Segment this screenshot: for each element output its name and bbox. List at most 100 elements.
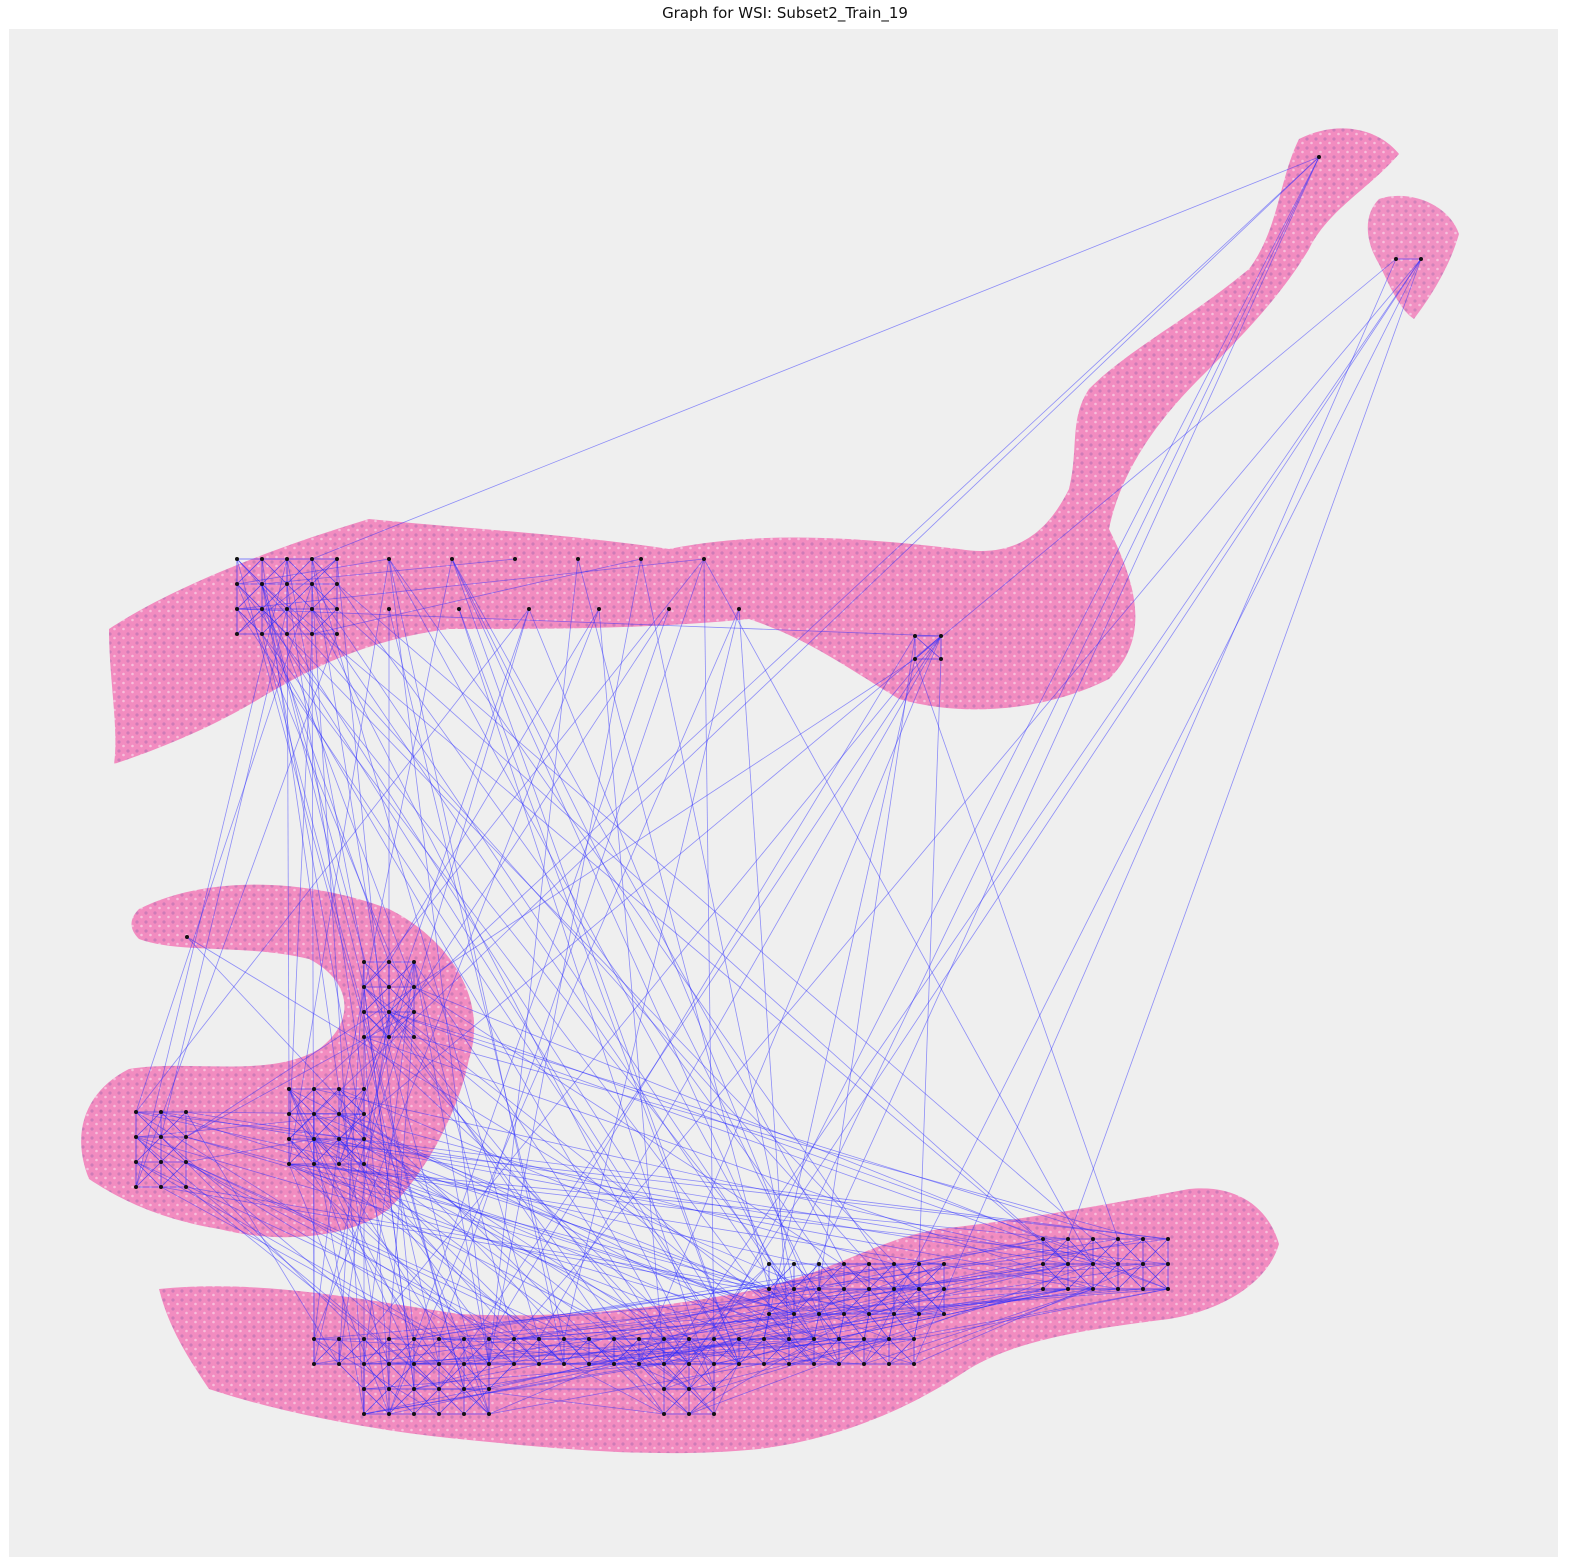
graph-edge (135, 1111, 540, 1365)
graph-node (185, 935, 189, 939)
graph-node (712, 1387, 716, 1391)
graph-node (817, 1287, 821, 1291)
graph-edge (363, 961, 390, 988)
graph-node (942, 1312, 946, 1316)
graph-node (159, 1160, 163, 1164)
graph-node (637, 1337, 641, 1341)
graph-node (337, 1162, 341, 1166)
graph-edge (288, 156, 1320, 1140)
graph-edge (135, 1161, 162, 1188)
graph-edge (311, 583, 365, 1415)
graph-edge (688, 258, 1422, 1365)
graph-node (362, 1112, 366, 1116)
graph-edge (663, 1363, 690, 1390)
graph-edge (513, 1288, 1169, 1340)
graph-node (285, 557, 289, 561)
graph-edge (363, 986, 815, 1340)
graph-node (1141, 1262, 1145, 1266)
graph-node (362, 1337, 366, 1341)
graph-edge (793, 1238, 1169, 1290)
graph-node (862, 1337, 866, 1341)
graph-node (462, 1337, 466, 1341)
graph-edge (261, 583, 1069, 1265)
graph-node (1066, 1237, 1070, 1241)
graph-edge (286, 583, 313, 610)
graph-node (235, 607, 239, 611)
graph-edge (363, 1011, 390, 1038)
graph-node (1066, 1287, 1070, 1291)
graph-edge (688, 1363, 715, 1390)
graph-node (362, 1010, 366, 1014)
graph-edge (135, 1113, 365, 1138)
graph-edge (563, 1338, 590, 1365)
graph-edge (338, 961, 365, 1365)
graph-node (387, 1337, 391, 1341)
graph-edge (1142, 1238, 1169, 1265)
graph-node (837, 1362, 841, 1366)
graph-edge (313, 1113, 890, 1340)
graph-node (867, 1262, 871, 1266)
graph-node (387, 1010, 391, 1014)
graph-node (285, 607, 289, 611)
graph-edge (311, 156, 1320, 560)
graph-node (1066, 1262, 1070, 1266)
graph-edge (288, 1163, 1169, 1265)
graph-node (335, 557, 339, 561)
graph-edge (438, 635, 942, 1390)
graph-edge (160, 1111, 795, 1315)
graph-edge (288, 1138, 1169, 1240)
graph-edge (793, 156, 1320, 1315)
graph-edge (843, 1313, 865, 1340)
graph-node (662, 1387, 666, 1391)
graph-node (887, 1337, 891, 1341)
graph-node (310, 557, 314, 561)
graph-node (387, 1412, 391, 1416)
graph-edge (288, 1163, 490, 1340)
graph-edge (261, 633, 815, 1365)
graph-node (387, 1387, 391, 1391)
graph-edge (818, 1288, 845, 1315)
graph-edge (338, 1138, 820, 1315)
graph-node (337, 1362, 341, 1366)
graph-edge (261, 583, 365, 988)
graph-edge (388, 558, 815, 1340)
graph-edge (388, 558, 920, 1315)
graph-node (462, 1387, 466, 1391)
graph-edge (363, 635, 942, 1340)
graph-node (487, 1362, 491, 1366)
graph-edge (135, 1111, 1169, 1240)
graph-edge (863, 1288, 1094, 1365)
tissue-fragment-middle-left-c-shape (81, 884, 475, 1238)
graph-edge (313, 1138, 365, 1415)
graph-edge (738, 1288, 1069, 1340)
graph-node (134, 1135, 138, 1139)
graph-node (335, 582, 339, 586)
graph-node (387, 557, 391, 561)
graph-edge (488, 558, 642, 1365)
graph-edge (1067, 258, 1422, 1240)
graph-node (917, 1287, 921, 1291)
graph-edge (413, 1313, 795, 1390)
graph-node (184, 1110, 188, 1114)
graph-node (687, 1412, 691, 1416)
graph-node (1041, 1287, 1045, 1291)
graph-node (687, 1387, 691, 1391)
graph-edge (413, 1263, 870, 1340)
graph-node (287, 1162, 291, 1166)
graph-node (612, 1362, 616, 1366)
graph-edge (528, 608, 840, 1365)
graph-edge (363, 1363, 665, 1390)
graph-edge (261, 633, 690, 1365)
graph-node (817, 1262, 821, 1266)
graph-node (462, 1362, 466, 1366)
graph-node (310, 607, 314, 611)
graph-node (134, 1110, 138, 1114)
graph-edge (663, 258, 1422, 1365)
graph-edge (236, 558, 870, 1265)
graph-node (337, 1112, 341, 1116)
graph-edge (185, 1111, 365, 1115)
graph-edge (288, 1088, 415, 1365)
graph-node (662, 1412, 666, 1416)
graph-edge (261, 608, 740, 1365)
graph-node (917, 1312, 921, 1316)
